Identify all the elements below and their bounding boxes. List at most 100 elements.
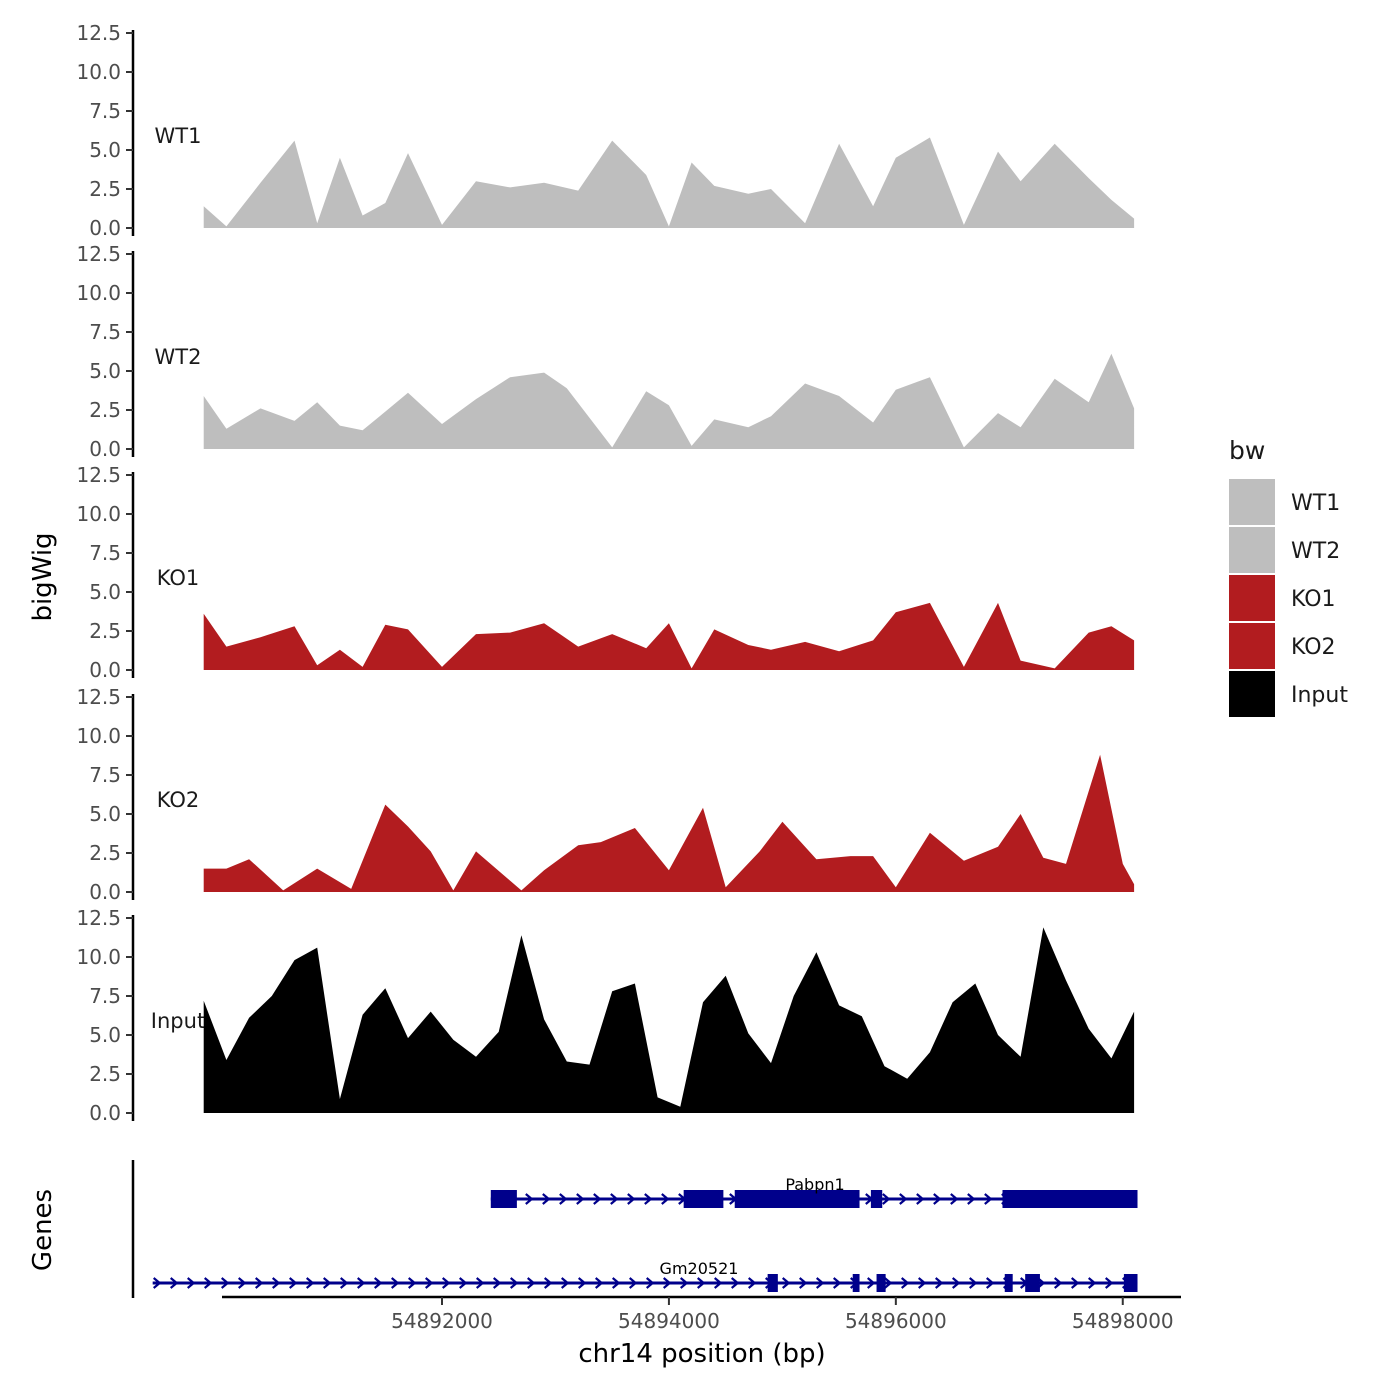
exon-block [852, 1274, 860, 1292]
bigwig-track-panels: 0.0 2.5 5.0 7.5 10.0 12.5 WT1 0.0 2.5 5.0 7.5 10.0 1… [76, 21, 1135, 1125]
strand-arrow [662, 1277, 672, 1289]
exon-block [767, 1274, 778, 1292]
coverage-area-wt1 [203, 137, 1135, 228]
exon-block [734, 1190, 860, 1208]
strand-arrow [322, 1277, 332, 1289]
track-label-ko2: KO2 [157, 788, 200, 812]
strand-arrow [288, 1277, 298, 1289]
x-axis-title: chr14 position (bp) [578, 1339, 825, 1369]
strand-arrow [933, 1193, 942, 1205]
coverage-area-input [203, 927, 1135, 1113]
legend-label-ko2: KO2 [1291, 635, 1336, 660]
strand-arrow [509, 1277, 519, 1289]
strand-arrow [1087, 1277, 1097, 1289]
genes-axis-title: Genes [28, 1189, 58, 1271]
gene-label-pabpn1: Pabpn1 [785, 1175, 844, 1194]
strand-arrow [950, 1193, 959, 1205]
y-tick-label: 10.0 [76, 945, 121, 969]
coverage-area-ko1 [203, 602, 1135, 670]
exon-block [1025, 1274, 1040, 1292]
y-tick-label: 10.0 [76, 60, 121, 84]
strand-arrow [917, 1277, 927, 1289]
track-label-ko1: KO1 [157, 566, 200, 590]
x-tick-label: 54894000 [618, 1309, 720, 1333]
strand-arrow [628, 1277, 638, 1289]
y-tick-label: 7.5 [89, 541, 121, 565]
y-tick-label: 12.5 [76, 463, 121, 487]
track-label-input: Input [151, 1009, 205, 1033]
coverage-area-wt2 [203, 353, 1135, 449]
y-tick-label: 12.5 [76, 685, 121, 709]
strand-arrow [577, 1277, 587, 1289]
strand-arrow [475, 1277, 485, 1289]
y-tick-label: 0.0 [89, 1101, 121, 1125]
strand-arrow [645, 1277, 655, 1289]
strand-arrow [985, 1277, 995, 1289]
y-tick-label: 2.5 [89, 619, 121, 643]
strand-arrow [899, 1193, 908, 1205]
strand-arrow [984, 1193, 993, 1205]
legend-key-wt2 [1229, 527, 1275, 573]
strand-arrow [967, 1193, 976, 1205]
exon-block [1004, 1274, 1013, 1292]
strand-arrow [525, 1193, 534, 1205]
strand-arrow [203, 1277, 213, 1289]
strand-arrow [559, 1193, 568, 1205]
legend-label-wt1: WT1 [1291, 491, 1340, 516]
track-input: 0.0 2.5 5.0 7.5 10.0 12.5 Input [76, 906, 1135, 1125]
y-tick-label: 5.0 [89, 359, 121, 383]
strand-arrow [900, 1277, 910, 1289]
y-tick-label: 10.0 [76, 724, 121, 748]
y-tick-label: 2.5 [89, 177, 121, 201]
y-tick-label: 12.5 [76, 242, 121, 266]
strand-arrow [356, 1277, 366, 1289]
strand-arrow [696, 1277, 706, 1289]
exon-block [683, 1190, 724, 1208]
strand-arrow [526, 1277, 536, 1289]
legend-key-wt1 [1229, 479, 1275, 525]
exon-block [876, 1274, 886, 1292]
legend-key-input [1229, 671, 1275, 717]
strand-arrow [594, 1277, 604, 1289]
strand-arrow [747, 1277, 757, 1289]
strand-arrow [882, 1193, 891, 1205]
strand-arrow [916, 1193, 925, 1205]
strand-arrow [968, 1277, 978, 1289]
track-label-wt1: WT1 [155, 124, 202, 148]
strand-arrow [815, 1277, 825, 1289]
track-wt2: 0.0 2.5 5.0 7.5 10.0 12.5 WT2 [76, 242, 1135, 461]
strand-arrow [1070, 1277, 1080, 1289]
legend: bw WT1 WT2 KO1 KO2 Input [1229, 436, 1348, 717]
y-axis-title: bigWig [28, 532, 58, 621]
exon-block [1002, 1190, 1138, 1208]
strand-arrow [951, 1277, 961, 1289]
strand-arrow [934, 1277, 944, 1289]
strand-arrow [610, 1193, 619, 1205]
strand-arrow [542, 1193, 551, 1205]
x-axis: 54892000 54894000 54896000 54898000 [222, 1295, 1181, 1333]
x-tick-label: 54896000 [845, 1309, 947, 1333]
y-tick-label: 5.0 [89, 138, 121, 162]
gene-track-panel: Pabpn1 Gm20521 [131, 1160, 1138, 1298]
y-tick-label: 0.0 [89, 216, 121, 240]
y-tick-label: 2.5 [89, 1062, 121, 1086]
y-tick-label: 0.0 [89, 880, 121, 904]
legend-key-ko1 [1229, 575, 1275, 621]
coverage-area-ko2 [203, 754, 1135, 892]
track-ko2: 0.0 2.5 5.0 7.5 10.0 12.5 KO2 [76, 685, 1135, 904]
strand-arrow [407, 1277, 417, 1289]
exon-block [490, 1190, 517, 1208]
y-tick-label: 12.5 [76, 21, 121, 45]
y-tick-label: 5.0 [89, 802, 121, 826]
y-tick-label: 0.0 [89, 437, 121, 461]
strand-arrow [492, 1277, 502, 1289]
strand-arrow [730, 1277, 740, 1289]
strand-arrow [679, 1277, 689, 1289]
y-tick-label: 7.5 [89, 99, 121, 123]
legend-label-ko1: KO1 [1291, 587, 1336, 612]
strand-arrow [186, 1277, 196, 1289]
strand-arrow [237, 1277, 247, 1289]
y-tick-label: 0.0 [89, 658, 121, 682]
y-tick-label: 7.5 [89, 984, 121, 1008]
